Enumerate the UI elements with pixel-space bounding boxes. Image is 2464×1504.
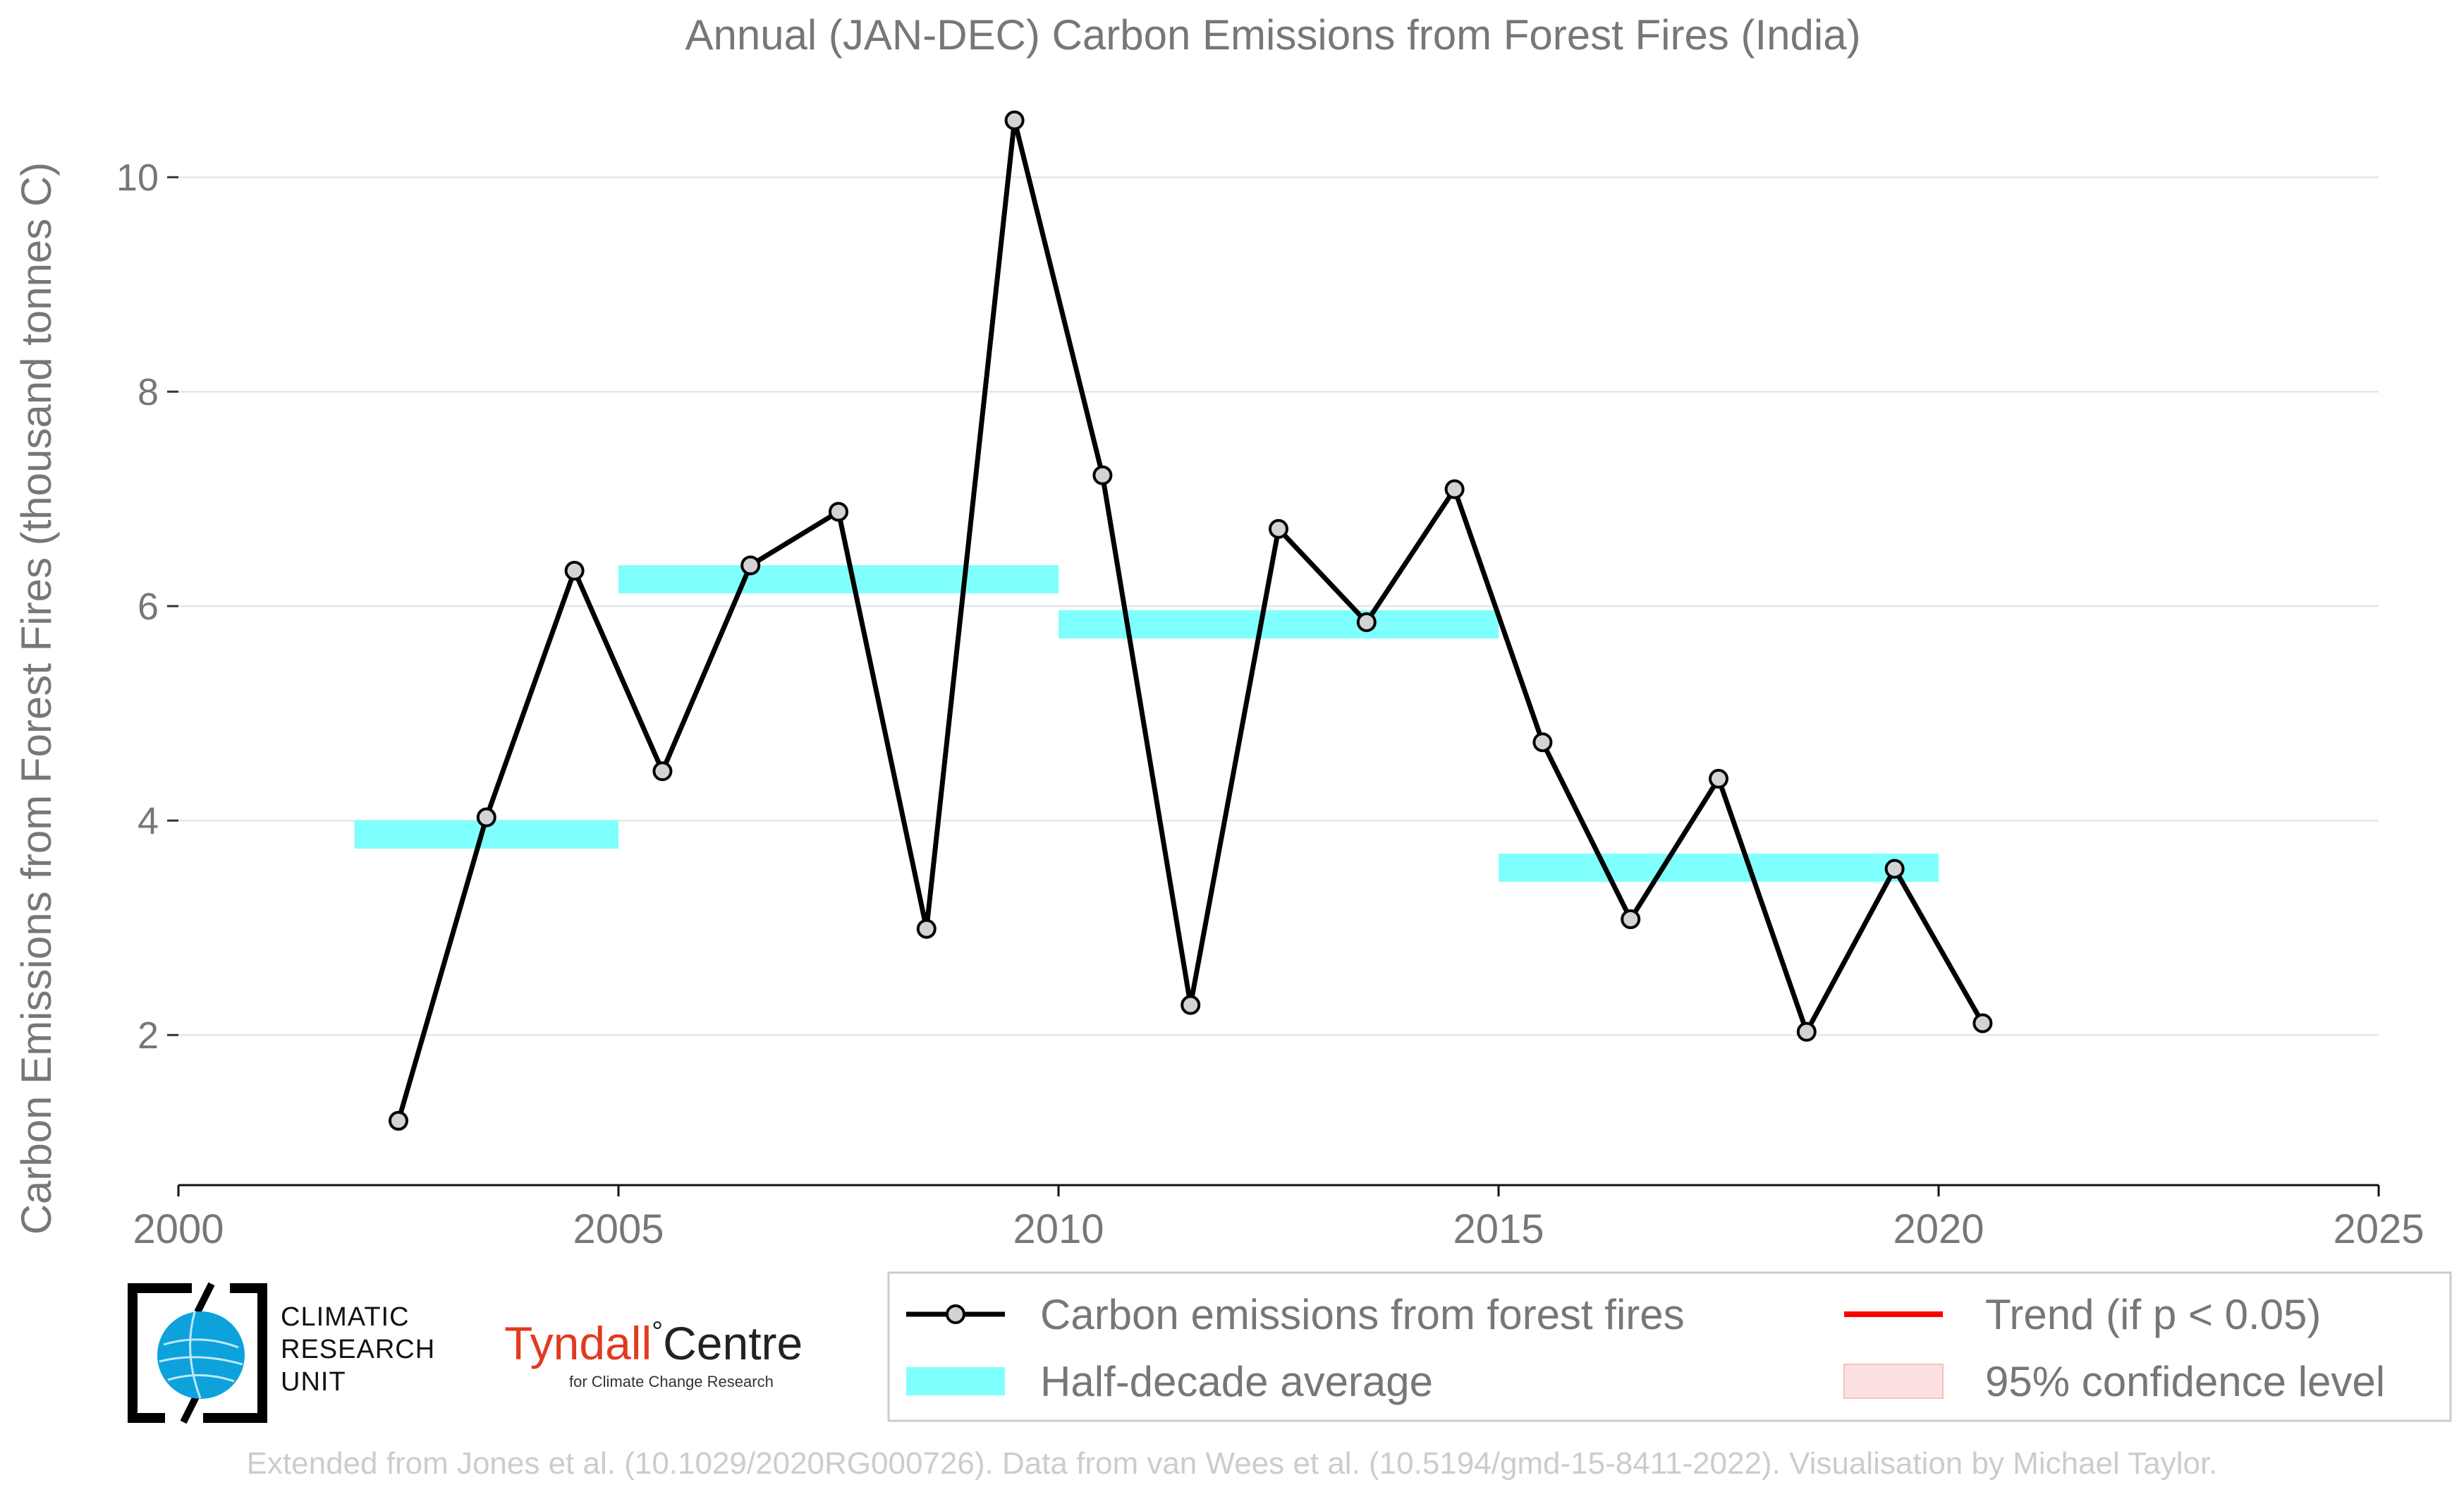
data-point <box>829 502 848 522</box>
half-decade-band <box>1499 854 1939 883</box>
data-point <box>564 561 585 581</box>
cru-logo-text: CLIMATIC RESEARCH UNIT <box>281 1301 435 1398</box>
cru-logo <box>128 1282 267 1424</box>
data-point <box>1444 479 1465 499</box>
data-point <box>1621 909 1641 930</box>
logo-area: CLIMATIC RESEARCH UNIT Tyndall°Centre fo… <box>127 1282 832 1424</box>
legend-label: Half-decade average <box>1040 1358 1433 1405</box>
legend: Carbon emissions from forest fires Trend … <box>887 1271 2452 1422</box>
data-point <box>1004 110 1025 131</box>
x-tick-label: 2015 <box>1453 1206 1544 1252</box>
axes: 2 4 6 8 10 2000 2005 2010 2015 2020 2025 <box>116 157 2425 1252</box>
tyndall-subtitle: for Climate Change Research <box>569 1373 774 1390</box>
tyndall-centre: Centre <box>663 1317 803 1369</box>
cru-text-line: RESEARCH <box>281 1335 436 1364</box>
x-tick-label: 2000 <box>133 1206 224 1252</box>
y-tick-label: 2 <box>138 1014 159 1057</box>
tyndall-wordmark: Tyndall°Centre <box>504 1316 803 1370</box>
chart-title: Annual (JAN-DEC) Carbon Emissions from F… <box>685 11 1860 59</box>
y-tick-label: 10 <box>116 157 159 199</box>
data-point <box>1884 859 1905 879</box>
credit-line: Extended from Jones et al. (10.1029/2020… <box>246 1446 2218 1481</box>
half-decade-bands <box>354 565 1939 883</box>
data-point <box>389 1110 408 1131</box>
cru-text-line: CLIMATIC <box>281 1302 410 1332</box>
y-axis-label: Carbon Emissions from Forest Fires (thou… <box>13 162 60 1235</box>
data-point <box>1796 1021 1817 1042</box>
y-tick-label: 4 <box>138 800 159 842</box>
data-point <box>476 807 496 827</box>
y-tick-label: 8 <box>138 371 159 413</box>
x-tick-label: 2010 <box>1013 1206 1104 1252</box>
legend-frame <box>887 1271 2452 1422</box>
data-point <box>1709 768 1728 789</box>
data-point <box>740 555 761 576</box>
x-tick-label: 2025 <box>2333 1206 2424 1252</box>
legend-label: 95% confidence level <box>1985 1358 2385 1405</box>
data-point <box>1092 465 1113 485</box>
data-point <box>1356 612 1377 632</box>
cru-text-line: UNIT <box>281 1367 346 1397</box>
half-decade-band <box>1059 610 1499 639</box>
series-points <box>389 110 1993 1131</box>
legend-marker-swatch <box>946 1304 965 1324</box>
data-point <box>652 761 673 782</box>
legend-patch-swatch <box>1843 1364 1944 1399</box>
data-point <box>1532 732 1553 753</box>
legend-band-swatch <box>906 1367 1005 1395</box>
legend-label: Carbon emissions from forest fires <box>1040 1291 1685 1338</box>
data-point <box>1972 1013 1993 1033</box>
data-point <box>916 918 937 939</box>
tyndall-logo: Tyndall°Centre for Climate Change Resear… <box>504 1316 803 1391</box>
tyndall-degree-mark: ° <box>652 1316 664 1347</box>
grid-lines <box>178 176 2379 1036</box>
x-tick-label: 2005 <box>573 1206 664 1252</box>
x-tick-label: 2020 <box>1893 1206 1984 1252</box>
data-point <box>1269 518 1288 539</box>
tyndall-name: Tyndall <box>504 1317 652 1369</box>
legend-label: Trend (if p < 0.05) <box>1985 1291 2321 1338</box>
half-decade-band <box>618 565 1059 594</box>
data-point <box>1181 995 1201 1015</box>
y-tick-label: 6 <box>138 586 159 628</box>
